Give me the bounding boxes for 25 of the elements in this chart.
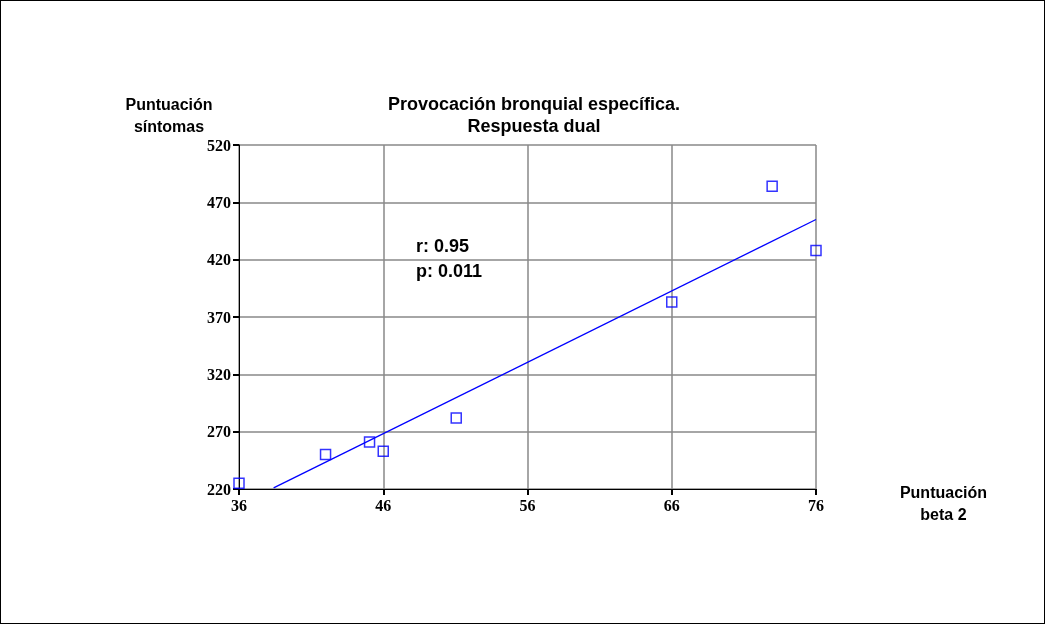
chart-title: Provocación bronquial específica. Respuesta dual (387, 94, 681, 136)
point (233, 477, 245, 490)
y-axis-title: Puntuación síntomas (125, 95, 213, 135)
x-tick-label: 36 (231, 496, 247, 514)
point (363, 436, 376, 448)
x-tick-label: 66 (663, 496, 680, 514)
y-tick-label: 470 (207, 193, 231, 211)
y-tick-label: 370 (207, 308, 231, 326)
annotation: p: 0.011 (416, 261, 483, 281)
x-tick-label: 46 (375, 496, 392, 514)
y-tick-label: 520 (207, 136, 231, 154)
y-tick-label: 270 (207, 423, 231, 441)
y-tick-label: 320 (207, 365, 231, 383)
x-tick-label: 76 (808, 496, 824, 514)
point (766, 180, 778, 193)
y-tick-label: 220 (207, 480, 231, 498)
point (377, 445, 389, 457)
point (319, 448, 332, 461)
x-axis-title: Puntuación beta 2 (899, 483, 988, 523)
annotation: r: 0.95 (416, 236, 470, 256)
point (666, 296, 678, 308)
y-tick-label: 420 (207, 251, 231, 269)
point (810, 244, 822, 257)
x-tick-label: 56 (519, 496, 536, 514)
point (450, 412, 462, 424)
